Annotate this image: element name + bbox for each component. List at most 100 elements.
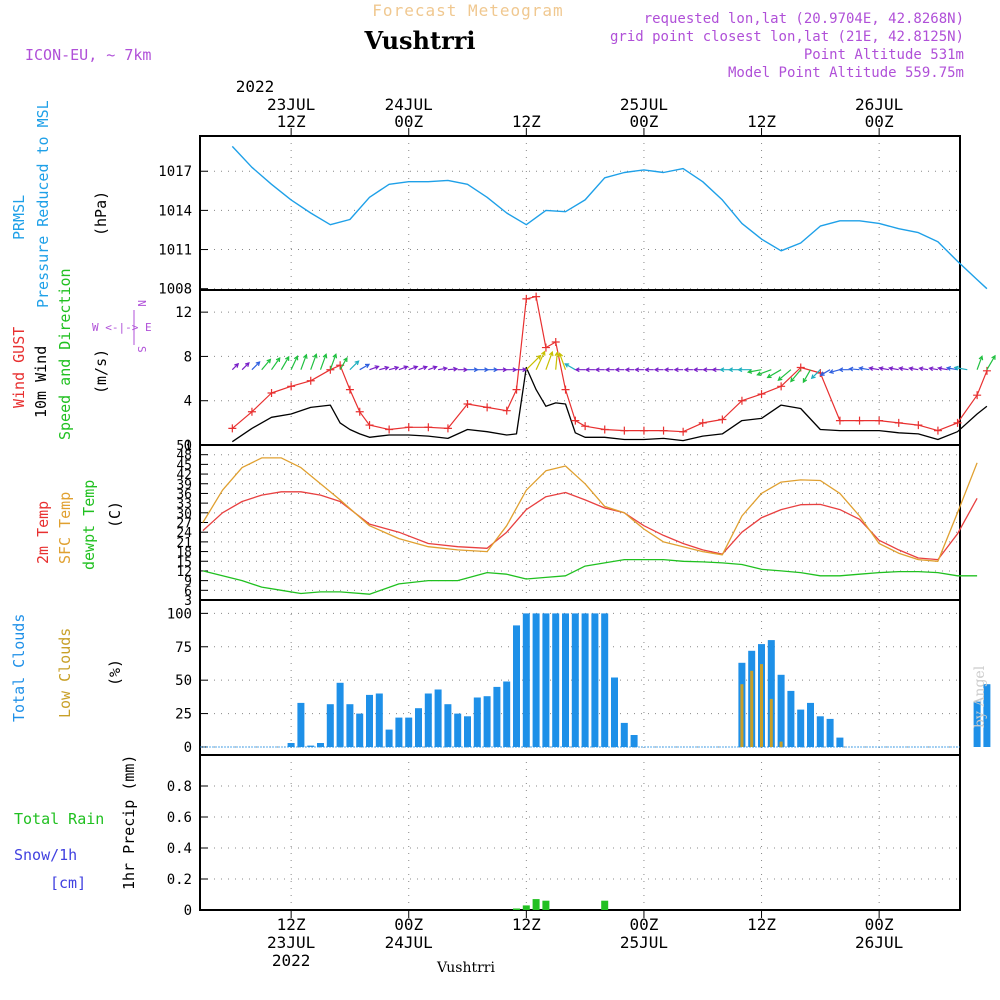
wind-arrow xyxy=(848,366,860,372)
precip-axis-label: 1hr Precip (mm) xyxy=(120,755,138,890)
wind-unit-label: (m/s) xyxy=(92,349,110,394)
gust-marker xyxy=(953,418,962,427)
bottom-hour-label: 00Z xyxy=(629,915,658,934)
wind-arrow xyxy=(300,353,308,370)
y-tick-label: 33 xyxy=(176,497,192,512)
rain-bar xyxy=(601,900,609,910)
total-cloud-bar xyxy=(317,743,324,747)
y-tick-label: 1011 xyxy=(158,243,192,259)
total-cloud-bar xyxy=(591,613,599,747)
wind-arrow xyxy=(634,367,644,373)
wind-arrow xyxy=(388,365,400,371)
bottom-hour-label: 00Z xyxy=(394,915,423,934)
y-tick-label: 15 xyxy=(176,555,192,570)
gust-marker xyxy=(679,427,688,436)
total-cloud-bar xyxy=(807,702,814,747)
wind-arrow xyxy=(594,367,605,373)
wind-arrow xyxy=(756,369,772,376)
wind-arrow xyxy=(928,366,939,372)
total-cloud-bar xyxy=(297,702,305,747)
y-tick-label: 42 xyxy=(176,468,192,483)
y-tick-label: 48 xyxy=(176,449,192,464)
total-cloud-bar xyxy=(532,613,540,747)
top-hour-label: 00Z xyxy=(865,112,894,131)
gust-marker xyxy=(571,416,580,425)
total-cloud-bar xyxy=(356,713,364,747)
total-cloud-bar xyxy=(346,704,354,747)
wind-arrow xyxy=(545,350,554,370)
y-tick-label: 50 xyxy=(175,673,192,689)
total-cloud-bar xyxy=(503,681,511,747)
y-tick-label: 8 xyxy=(184,349,192,365)
low-cloud-bar xyxy=(750,670,754,747)
wind-arrow xyxy=(683,367,693,373)
wind-arrow xyxy=(986,354,996,371)
compass-n-label: N xyxy=(135,300,148,307)
wind-arrow xyxy=(604,367,615,373)
panel-precip: 0 0.2 0.4 0.6 0.8 xyxy=(167,754,961,919)
wind-arrow xyxy=(310,353,318,370)
gust-marker xyxy=(659,426,668,435)
total-cloud-bar xyxy=(562,613,569,747)
wind-arrow xyxy=(457,367,469,373)
panel-wind: 0 4 8 12 xyxy=(175,289,996,454)
wind-arrow xyxy=(359,363,371,371)
total-cloud-bar xyxy=(630,735,638,747)
wind-arrow xyxy=(810,369,821,380)
gust-marker xyxy=(532,292,541,301)
wind-arrow xyxy=(746,369,762,374)
rain-bar xyxy=(542,900,550,910)
wind-arrow xyxy=(908,366,919,372)
y-tick-label: 100 xyxy=(167,606,192,622)
wind-arrow xyxy=(280,355,290,371)
gust-marker xyxy=(424,423,433,432)
low-cloud-bar xyxy=(779,741,783,747)
wind-arrow xyxy=(398,365,409,371)
total-cloud-bar xyxy=(836,737,844,747)
wind-speed-line xyxy=(231,366,988,443)
wind-arrow xyxy=(819,369,831,376)
wind-arrow xyxy=(737,367,752,373)
total-cloud-bar xyxy=(405,717,413,747)
total-cloud-bar xyxy=(826,718,834,747)
requested-coords: requested lon,lat (20.9704E, 42.8268N) xyxy=(644,11,964,27)
dewpt-temp-label: dewpt Temp xyxy=(80,480,98,570)
top-date-label: 23JUL xyxy=(267,95,315,114)
gust-marker xyxy=(306,376,315,385)
gust-marker xyxy=(512,385,521,394)
y-tick-label: 9 xyxy=(184,575,192,590)
wind-10m-label: 10m Wind xyxy=(32,346,50,418)
rain-bar xyxy=(522,905,530,910)
total-cloud-bar xyxy=(464,716,471,747)
y-tick-label: 0.2 xyxy=(167,872,192,888)
panel-bg xyxy=(200,136,960,290)
y-tick-label: 51 xyxy=(176,439,192,454)
y-tick-label: 0.6 xyxy=(167,810,192,826)
gust-marker xyxy=(581,422,590,431)
watermark: by Angel xyxy=(972,665,988,728)
low-cloud-bar xyxy=(740,684,744,747)
y-tick-label: 21 xyxy=(176,536,192,551)
wind-arrow xyxy=(339,356,348,371)
wind-arrow xyxy=(231,362,240,371)
wind-arrow xyxy=(644,367,654,373)
t2m-label: 2m Temp xyxy=(34,501,52,564)
compass-we-label: W <-|-> E xyxy=(92,321,152,334)
wind-arrow xyxy=(702,367,713,373)
total-cloud-bar xyxy=(777,674,785,747)
panels: 1008101110141017048123691215182124273033… xyxy=(158,135,996,919)
gust-marker xyxy=(355,407,364,416)
wind-arrow xyxy=(447,366,459,372)
gust-marker xyxy=(463,400,472,409)
panel-bg xyxy=(200,600,960,755)
y-tick-label: 1017 xyxy=(158,164,192,180)
gust-marker xyxy=(982,366,991,375)
gust-marker xyxy=(541,343,550,352)
temp-unit-label: (C) xyxy=(106,501,124,528)
total-cloud-bar xyxy=(424,693,432,747)
y-tick-label: 0 xyxy=(184,903,192,919)
total-cloud-bar xyxy=(287,743,295,747)
wind-arrow xyxy=(790,369,802,383)
wind-gust-label: Wind GUST xyxy=(10,327,28,408)
temp-2m-line xyxy=(202,491,978,561)
